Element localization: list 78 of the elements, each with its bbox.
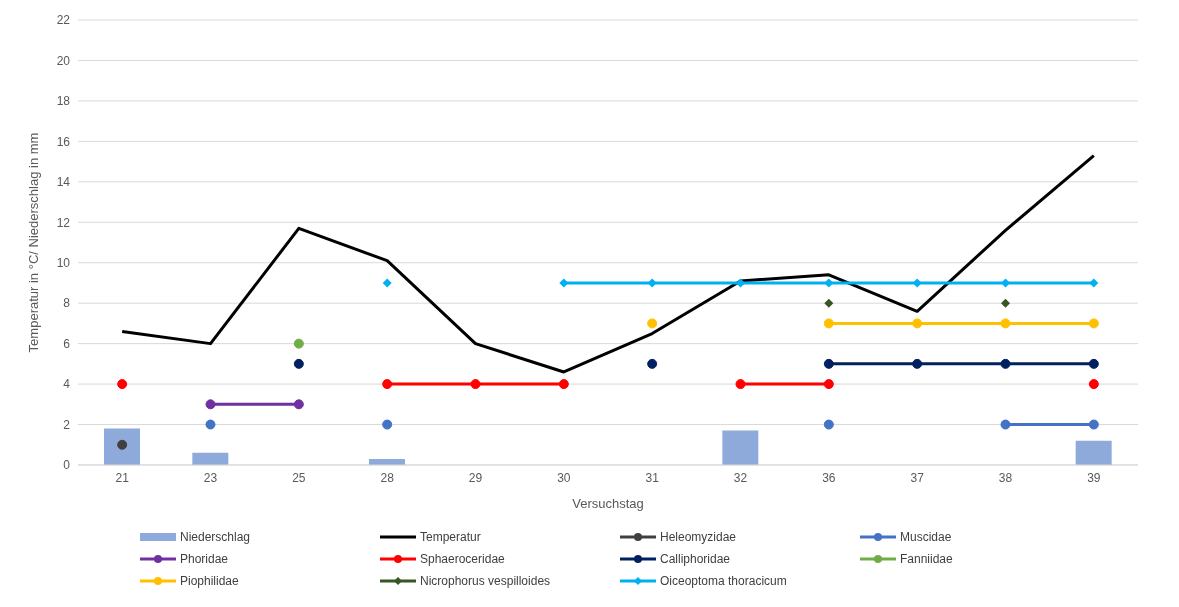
point: [205, 399, 216, 410]
point: [647, 318, 658, 329]
point: [382, 379, 393, 390]
point: [823, 419, 834, 430]
y-tick-label: 4: [63, 377, 71, 392]
x-tick-label: 25: [292, 470, 306, 485]
y-tick-label: 8: [63, 296, 71, 311]
legend-label: Fanniidae: [900, 552, 953, 566]
x-tick-label: 31: [645, 470, 660, 485]
point: [470, 379, 481, 390]
x-tick-label: 39: [1087, 470, 1101, 485]
x-tick-label: 28: [380, 470, 395, 485]
y-tick-label: 2: [63, 417, 71, 432]
x-tick-label: 36: [822, 470, 836, 485]
bar: [722, 430, 759, 465]
legend-label: Nicrophorus vespilloides: [420, 574, 551, 588]
point: [823, 318, 834, 329]
point: [382, 419, 393, 430]
point: [117, 379, 128, 390]
bar: [1075, 440, 1112, 465]
point: [382, 278, 392, 288]
legend-label: Piophilidae: [180, 574, 239, 588]
point: [1000, 318, 1011, 329]
point: [912, 318, 923, 329]
point: [1088, 358, 1099, 369]
point: [647, 278, 657, 288]
y-tick-label: 16: [56, 134, 71, 149]
point: [293, 399, 304, 410]
legend-label: Muscidae: [900, 530, 952, 544]
x-tick-label: 38: [998, 470, 1013, 485]
y-tick-label: 18: [56, 94, 71, 109]
legend-label: Temperatur: [420, 530, 481, 544]
point: [1088, 419, 1099, 430]
legend-label: Phoridae: [180, 552, 229, 566]
point: [736, 278, 745, 288]
y-tick-label: 20: [56, 53, 71, 68]
legend-label: Sphaeroceridae: [420, 552, 505, 566]
point: [559, 278, 569, 288]
x-tick-label: 30: [557, 470, 571, 485]
point: [647, 358, 658, 369]
point: [823, 358, 834, 369]
point: [912, 278, 922, 288]
y-tick-label: 14: [56, 175, 71, 190]
y-axis-title: Temperatur in °C/ Niederschlag in mm: [25, 132, 41, 353]
point: [558, 379, 569, 390]
point: [205, 419, 216, 430]
bar: [192, 452, 229, 465]
point: [1001, 298, 1010, 308]
point: [735, 379, 746, 390]
point: [1088, 318, 1099, 329]
legend-label: Heleomyzidae: [660, 530, 737, 544]
y-tick-label: 12: [56, 215, 71, 230]
line-series: [120, 154, 1096, 374]
point: [293, 358, 304, 369]
point: [1000, 419, 1011, 430]
y-tick-label: 6: [63, 336, 71, 351]
point: [823, 379, 834, 390]
point: [824, 298, 834, 308]
point: [1001, 278, 1010, 288]
y-tick-label: 10: [56, 255, 71, 270]
x-tick-label: 29: [468, 470, 483, 485]
point: [824, 278, 834, 288]
x-tick-label: 23: [203, 470, 218, 485]
point: [912, 358, 923, 369]
x-tick-label: 21: [115, 470, 130, 485]
point: [1000, 358, 1011, 369]
y-tick-label: 22: [56, 13, 71, 28]
point: [1088, 379, 1099, 390]
point: [293, 338, 304, 349]
legend-label: Niederschlag: [180, 530, 251, 544]
y-tick-label: 0: [63, 458, 71, 473]
x-tick-label: 32: [733, 470, 748, 485]
x-tick-label: 37: [910, 470, 925, 485]
bar: [104, 428, 140, 465]
legend-label: Calliphoridae: [660, 552, 731, 566]
legend-label: Oiceoptoma thoracicum: [660, 574, 787, 588]
point: [1089, 278, 1099, 288]
x-axis-title: Versuchstag: [572, 496, 644, 511]
